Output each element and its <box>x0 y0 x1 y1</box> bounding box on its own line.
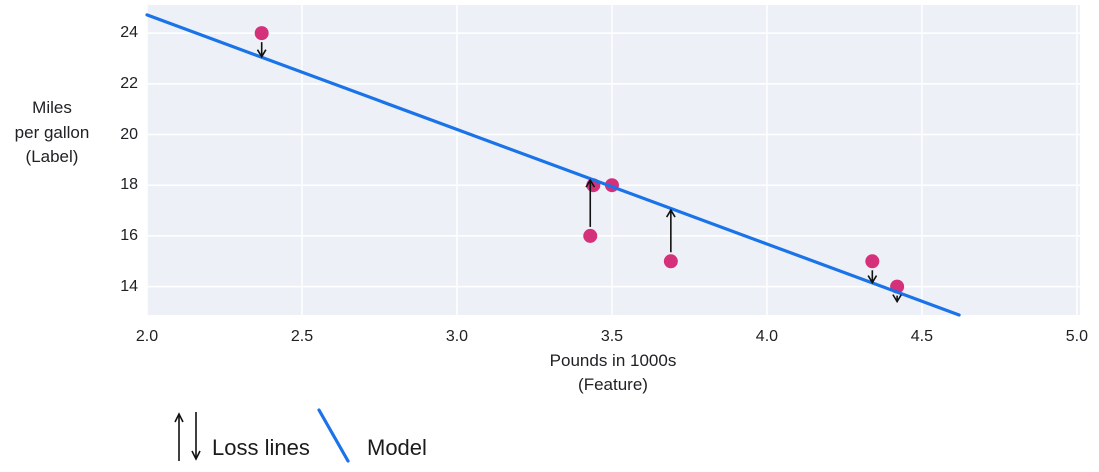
legend-loss-lines-label: Loss lines <box>212 435 310 460</box>
loss-lines-legend-down-arrow-icon <box>191 450 201 461</box>
y-axis-title: Miles per gallon (Label) <box>14 98 90 167</box>
y-tick-label: 16 <box>120 226 138 244</box>
y-tick-label: 20 <box>120 125 138 143</box>
x-tick-label: 2.0 <box>135 328 159 345</box>
x-tick-label: 2.5 <box>290 328 314 345</box>
model-legend-line-icon <box>317 408 350 463</box>
data-point <box>865 254 880 269</box>
y-tick-label: 18 <box>120 176 138 194</box>
data-point <box>254 26 269 41</box>
x-tick-label: 3.5 <box>600 328 624 345</box>
loss-arrow-head <box>665 208 676 218</box>
x-tick-label: 4.5 <box>910 328 934 345</box>
loss-arrow-head <box>585 178 596 188</box>
loss-arrow-head <box>892 294 903 304</box>
y-tick-label: 22 <box>120 74 138 92</box>
plot-area-background <box>147 5 1080 315</box>
y-tick-label: 14 <box>120 277 138 295</box>
data-point <box>583 228 598 243</box>
x-tick-label: 4.0 <box>755 328 779 345</box>
loss-arrow-head <box>256 49 267 59</box>
legend-model-label: Model <box>367 435 427 460</box>
x-tick-label: 3.0 <box>445 328 469 345</box>
x-tick-label: 5.0 <box>1065 328 1089 345</box>
y-tick-label: 24 <box>120 24 138 42</box>
data-point <box>663 254 678 269</box>
x-axis-title: Pounds in 1000s (Feature) <box>549 351 677 394</box>
loss-arrow-head <box>867 275 878 285</box>
model-line <box>145 13 961 317</box>
loss-lines-legend-up-arrow-icon <box>174 412 184 423</box>
